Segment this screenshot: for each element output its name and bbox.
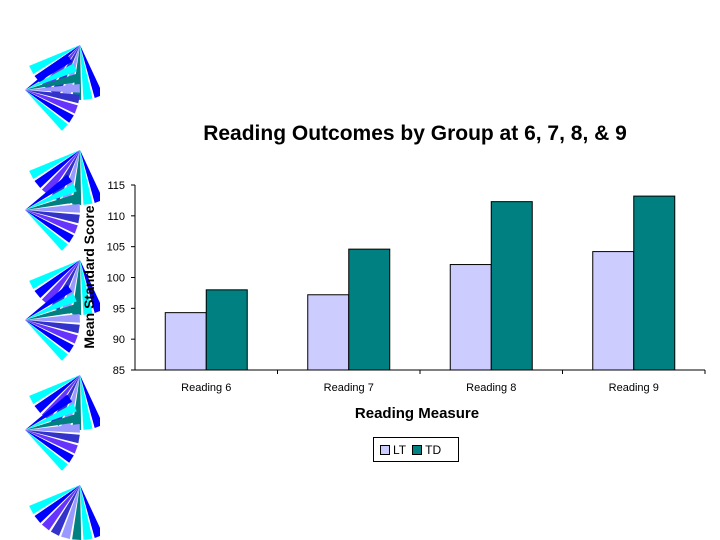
- legend-label-td: TD: [425, 442, 442, 457]
- legend-item-lt: LT: [380, 443, 406, 457]
- fan-blade: [29, 45, 80, 75]
- fan-blade: [25, 183, 77, 210]
- y-tick-label: 110: [107, 211, 125, 223]
- fan-blade: [25, 430, 68, 471]
- y-tick-label: 100: [107, 273, 125, 285]
- fan-blade: [25, 90, 80, 104]
- fan-blade: [25, 303, 80, 320]
- legend-label-lt: LT: [393, 442, 407, 457]
- y-tick-label: 105: [107, 242, 125, 254]
- bar-td-reading-9: [633, 195, 676, 371]
- decorative-fan: [25, 394, 80, 471]
- decorative-fan: [29, 485, 100, 540]
- fan-blade: [25, 90, 78, 114]
- fan-blade: [29, 485, 80, 515]
- x-tick-label: Reading 8: [466, 382, 516, 394]
- fan-blade: [25, 174, 73, 210]
- bar-lt-reading-8: [449, 264, 492, 371]
- x-tick-label: Reading 6: [181, 382, 231, 394]
- bar-lt-reading-6: [164, 312, 207, 371]
- bar-lt-reading-9: [592, 251, 635, 371]
- fan-blade: [29, 260, 80, 290]
- legend-item-td: TD: [412, 443, 441, 457]
- fan-blade: [25, 320, 80, 334]
- y-tick-label: 95: [113, 303, 125, 315]
- fan-blade: [72, 485, 82, 540]
- fan-blade: [34, 485, 80, 524]
- fan-blade: [29, 150, 80, 180]
- y-tick-label: 85: [113, 365, 125, 377]
- x-tick-label: Reading 9: [609, 382, 659, 394]
- fan-blade: [80, 45, 93, 100]
- fan-blade: [80, 375, 100, 428]
- bar-td-reading-7: [348, 248, 391, 371]
- fan-blade: [25, 90, 68, 131]
- fan-blade: [25, 394, 73, 430]
- fan-blade: [25, 320, 68, 361]
- fan-blade: [25, 403, 77, 430]
- decorative-fan-border: [25, 45, 100, 540]
- fan-blade: [25, 90, 74, 123]
- fan-blade: [25, 73, 80, 90]
- fan-blade: [25, 193, 80, 210]
- fan-blade: [61, 485, 80, 540]
- bar-td-reading-6: [205, 289, 248, 371]
- fan-blade: [80, 260, 100, 313]
- fan-blade: [80, 485, 93, 540]
- fan-blade: [41, 150, 80, 196]
- x-axis-title: Reading Measure: [355, 405, 479, 422]
- decorative-fan: [25, 284, 80, 361]
- chart-legend: LT TD: [373, 437, 459, 462]
- fan-blade: [80, 485, 100, 538]
- fan-blade: [25, 63, 77, 90]
- fan-blade: [80, 375, 93, 430]
- fan-blade: [25, 424, 80, 433]
- fan-blade: [25, 430, 74, 463]
- fan-blade: [25, 293, 77, 320]
- fan-blade: [50, 485, 80, 536]
- fan-blade: [25, 320, 78, 344]
- fan-blade: [80, 45, 100, 98]
- fan-blade: [25, 413, 80, 430]
- fan-blade: [25, 430, 80, 444]
- bar-lt-reading-7: [307, 294, 350, 371]
- fan-blade: [25, 210, 80, 224]
- fan-blade: [25, 210, 68, 251]
- fan-blade: [34, 150, 80, 189]
- legend-swatch-lt: [380, 444, 390, 455]
- chart-title: Reading Outcomes by Group at 6, 7, 8, & …: [203, 122, 627, 145]
- fan-blade: [34, 260, 80, 299]
- fan-blade: [34, 375, 80, 414]
- fan-blade: [25, 320, 74, 353]
- decorative-fan: [25, 54, 80, 131]
- fan-blade: [80, 150, 100, 203]
- legend-swatch-td: [412, 444, 423, 455]
- y-axis-title: Mean Standard Score: [81, 205, 97, 348]
- fan-blade: [25, 210, 78, 234]
- fan-blade: [25, 54, 73, 90]
- fan-blade: [41, 260, 80, 306]
- fan-blade: [80, 260, 93, 315]
- x-tick-label: Reading 7: [324, 382, 374, 394]
- fan-blade: [25, 284, 73, 320]
- fan-blade: [29, 375, 80, 405]
- bar-td-reading-8: [490, 201, 533, 371]
- fan-blade: [25, 204, 80, 213]
- fan-blade: [25, 314, 80, 323]
- y-tick-label: 90: [113, 334, 125, 346]
- fan-blade: [25, 430, 78, 454]
- fan-blade: [41, 485, 80, 531]
- fan-blade: [25, 210, 74, 243]
- decorative-fan: [25, 174, 80, 251]
- fan-blade: [25, 84, 80, 93]
- fan-blade: [80, 150, 93, 205]
- y-tick-label: 115: [107, 180, 125, 192]
